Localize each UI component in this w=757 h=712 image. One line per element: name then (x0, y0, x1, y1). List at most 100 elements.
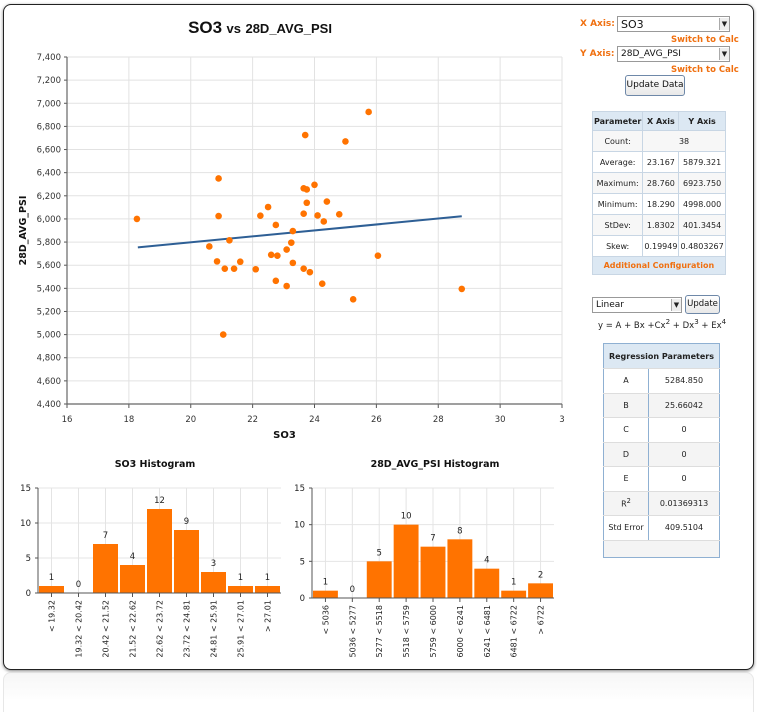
scatter-point (267, 251, 275, 259)
scatter-point (274, 252, 281, 260)
scatter-point (365, 108, 372, 116)
stats-label: StDev: (591, 214, 644, 236)
hist-x-tick-label: 19.32 < 20.42 (75, 600, 84, 658)
scatter-point (257, 212, 264, 219)
y-tick-label: 5,200 (37, 307, 61, 317)
y-tick-label: 6,800 (37, 122, 61, 132)
scatter-point (213, 258, 221, 265)
scatter-point (374, 252, 382, 260)
reflection (3, 672, 754, 712)
hist-bar-label: 1 (238, 573, 243, 583)
regression-key: D (603, 442, 649, 467)
hist-bar-label: 1 (265, 573, 270, 583)
hist-x-tick-label: 6241 < 6481 (483, 605, 492, 658)
hist-y-tick-label: 10 (294, 521, 305, 531)
scatter-point (226, 237, 233, 244)
stats-y-value: 5879.321 (678, 151, 726, 173)
hist-x-tick-label: > 27.01 (264, 600, 273, 632)
formula-exp: 2 (665, 317, 671, 326)
stats-row: Maximum: 28.760 6923.750 (591, 172, 726, 194)
y-tick-label: 5,400 (37, 284, 61, 294)
hist-x-tick-label: > 6722 (537, 605, 546, 635)
hist-y-tick-label: 15 (294, 484, 305, 494)
stats-x-value: 18.290 (642, 193, 680, 215)
hist-bar-label: 1 (49, 573, 54, 583)
x-axis-select[interactable]: SO3 ▼ (617, 16, 730, 32)
hist-bar (93, 544, 118, 593)
scatter-point (287, 239, 295, 246)
hist-bar-label: 9 (184, 517, 189, 527)
hist-x-tick-label: < 5036 (321, 605, 330, 635)
hist-bar (255, 586, 280, 593)
hist-bar (228, 586, 253, 593)
x-axis-row: X Axis: SO3 ▼ (580, 16, 730, 32)
stats-row: StDev: 1.8302 401.3454 (591, 214, 726, 236)
scatter-point (283, 282, 290, 290)
x-tick-label: 28 (433, 415, 444, 425)
regression-value: 25.66042 (648, 393, 720, 418)
hist-bar-label: 5 (377, 548, 382, 558)
regression-value: 0 (648, 417, 720, 443)
update-regression-button[interactable]: Update (685, 295, 720, 314)
stats-x-value: 1.8302 (642, 214, 680, 236)
scatter-point (303, 199, 311, 207)
stats-y-value: 0.4803267 (678, 235, 726, 257)
hist-bar-label: 12 (154, 496, 165, 506)
stats-y-value: 4998.000 (678, 193, 726, 215)
hist-bar-label: 3 (211, 559, 216, 569)
chevron-down-icon: ▼ (671, 299, 681, 311)
so3-histogram-title: SO3 Histogram (114, 459, 196, 470)
y-tick-label: 7,200 (37, 76, 61, 86)
scatter-point (252, 265, 260, 273)
y-tick-label: 4,600 (37, 377, 61, 387)
regression-value: 0.01369313 (648, 491, 720, 516)
regression-footer (603, 540, 720, 557)
regression-type-select[interactable]: Linear ▼ (592, 297, 682, 313)
hist-y-tick-label: 5 (300, 557, 305, 567)
hist-bar (528, 583, 553, 598)
additional-configuration-link[interactable]: Additional Configuration (592, 256, 726, 275)
scatter-point (289, 227, 297, 235)
y-tick-label: 7,000 (37, 99, 61, 109)
hist-y-tick-label: 5 (26, 554, 31, 564)
hist-bar (174, 530, 199, 593)
hist-y-tick-label: 10 (20, 519, 31, 529)
stats-row: Skew: 0.19949 0.4803267 (591, 235, 726, 257)
hist-x-tick-label: 5277 < 5518 (375, 605, 384, 658)
scatter-point (219, 331, 227, 338)
hist-y-tick-label: 0 (300, 594, 305, 604)
scatter-point (272, 277, 280, 285)
regression-type-value: Linear (596, 300, 624, 310)
y-tick-label: 7,400 (37, 53, 61, 63)
stats-label: Average: (591, 151, 644, 173)
stats-count-value: 38 (642, 130, 726, 152)
hist-x-tick-label: 5518 < 5759 (402, 605, 411, 658)
hist-bar (501, 590, 527, 598)
regression-key: A (603, 368, 649, 394)
x-switch-to-calc-link[interactable]: Switch to Calc (671, 35, 739, 45)
y-switch-to-calc-link[interactable]: Switch to Calc (671, 65, 739, 75)
chevron-down-icon: ▼ (719, 48, 729, 60)
hist-bar (366, 561, 392, 598)
scatter-point (342, 138, 349, 145)
hist-bar-label: 10 (401, 512, 412, 522)
hist-x-tick-label: 5036 < 5277 (348, 605, 357, 658)
x-tick-label: 30 (495, 415, 506, 425)
scatter-point (349, 296, 357, 303)
hist-x-tick-label: 22.62 < 23.72 (156, 600, 165, 658)
hist-x-tick-label: 23.72 < 24.81 (183, 600, 192, 658)
update-data-button[interactable]: Update Data (625, 75, 685, 96)
chevron-down-icon: ▼ (719, 18, 729, 30)
y-axis-select[interactable]: 28D_AVG_PSI ▼ (617, 46, 730, 62)
hist-bar (420, 546, 446, 598)
x-tick-label: 16 (62, 415, 73, 425)
scatter-point (215, 212, 222, 220)
regression-key: Std Error (603, 515, 649, 541)
scatter-point (230, 265, 238, 272)
hist-bar-label: 1 (323, 578, 328, 588)
r-label: R (621, 500, 627, 510)
hist-bar-label: 7 (430, 534, 435, 544)
